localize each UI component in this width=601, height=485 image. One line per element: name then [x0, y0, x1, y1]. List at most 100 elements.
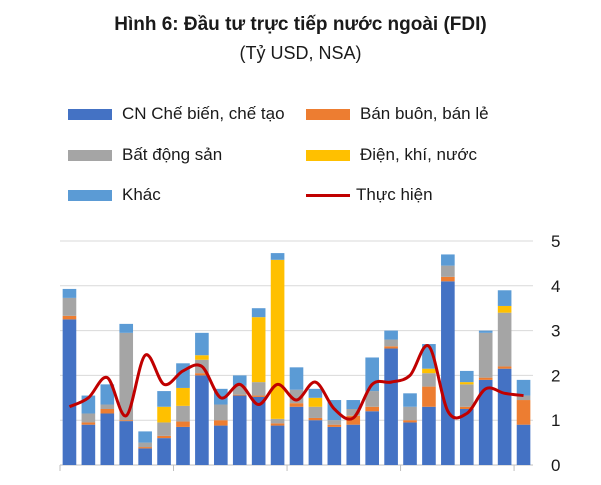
- bar-s0-6: [176, 426, 190, 465]
- bar-s0-0: [62, 319, 77, 465]
- bar-s0-22: [478, 379, 493, 465]
- bar-s1-24: [516, 400, 531, 425]
- bar-s4-4: [138, 431, 152, 443]
- legend-item-disbursed: Thực hiện: [306, 185, 433, 205]
- bar-s0-12: [289, 406, 304, 465]
- bar-s0-24: [516, 424, 531, 465]
- bar-s1-4: [138, 447, 152, 449]
- legend-label-wholesale-retail: Bán buôn, bán lẻ: [360, 104, 489, 123]
- legend-item-utilities: Điện, khí, nước: [306, 145, 477, 165]
- bar-s2-10: [251, 382, 266, 396]
- bar-s2-19: [422, 373, 436, 387]
- bar-s0-20: [441, 281, 455, 465]
- bar-s3-5: [157, 406, 171, 423]
- legend-item-manufacturing: CN Chế biến, chế tạo: [68, 104, 285, 124]
- bar-s2-5: [157, 422, 171, 436]
- bar-s1-9: [232, 394, 247, 396]
- bar-s4-21: [459, 370, 474, 383]
- bar-s1-10: [251, 395, 266, 397]
- bar-s0-10: [251, 396, 266, 465]
- bar-s2-13: [308, 406, 323, 418]
- bar-s2-14: [327, 420, 342, 425]
- bar-s2-6: [176, 405, 190, 422]
- bar-s1-14: [327, 424, 342, 427]
- chart-subtitle: (Tỷ USD, NSA): [239, 43, 362, 63]
- legend-item-other: Khác: [68, 185, 161, 205]
- bar-s0-21: [459, 409, 474, 465]
- bar-s3-7: [195, 355, 209, 360]
- bar-s2-0: [62, 297, 77, 316]
- bar-s2-16: [365, 391, 379, 407]
- y-tick-label-4: 4: [551, 277, 560, 296]
- bar-s1-12: [289, 403, 304, 407]
- bar-s1-8: [214, 420, 228, 426]
- bar-s0-4: [138, 448, 152, 465]
- bar-s1-23: [497, 366, 512, 369]
- bar-s4-12: [289, 367, 304, 390]
- bar-s3-19: [422, 368, 436, 374]
- bar-s4-17: [384, 330, 398, 340]
- bar-s4-7: [195, 332, 209, 356]
- bar-s1-20: [441, 276, 455, 282]
- legend-swatch-manufacturing: [68, 108, 112, 120]
- bar-s0-16: [365, 411, 379, 465]
- legend-label-manufacturing: CN Chế biến, chế tạo: [122, 104, 285, 123]
- bar-s3-11: [270, 259, 285, 419]
- bar-s4-18: [403, 393, 417, 407]
- legend-swatch-wholesale-retail: [306, 108, 350, 120]
- bar-s1-16: [365, 406, 379, 412]
- y-tick-label-2: 2: [551, 366, 560, 385]
- bar-s2-9: [232, 385, 247, 395]
- bar-s0-2: [100, 413, 115, 465]
- bar-s0-18: [403, 422, 417, 465]
- bar-s2-3: [119, 332, 134, 421]
- legend-swatch-utilities: [306, 149, 350, 161]
- line-disbursed: [68, 344, 524, 421]
- bar-s2-21: [459, 384, 474, 407]
- bar-s0-23: [497, 368, 512, 465]
- legend-swatch-real-estate: [68, 149, 112, 161]
- bar-s4-22: [478, 330, 493, 333]
- bar-s0-3: [119, 421, 134, 465]
- bar-s1-13: [308, 417, 323, 421]
- legend-item-real-estate: Bất động sản: [68, 145, 222, 165]
- bar-s4-0: [62, 288, 77, 298]
- bar-s4-2: [100, 384, 115, 405]
- bar-s2-15: [346, 409, 361, 416]
- bar-s4-20: [441, 254, 455, 266]
- legend-label-real-estate: Bất động sản: [122, 145, 223, 164]
- legend-label-other: Khác: [122, 185, 161, 204]
- bar-s2-17: [384, 339, 398, 347]
- bar-s3-6: [176, 387, 190, 406]
- y-tick-label-1: 1: [551, 411, 560, 430]
- bar-s4-15: [346, 400, 361, 409]
- bar-s1-3: [119, 420, 134, 422]
- bar-s1-21: [459, 406, 474, 409]
- bar-s1-6: [176, 421, 190, 427]
- bar-s2-18: [403, 406, 417, 421]
- legend-item-wholesale-retail: Bán buôn, bán lẻ: [306, 104, 489, 124]
- bar-s1-18: [403, 420, 417, 423]
- legend-label-disbursed: Thực hiện: [356, 185, 433, 204]
- legend-swatch-other: [68, 189, 112, 201]
- chart-title: Hình 6: Đầu tư trực tiếp nước ngoài (FDI…: [114, 14, 487, 35]
- bar-s2-24: [516, 395, 531, 401]
- bar-s0-9: [232, 395, 247, 465]
- bar-s2-20: [441, 265, 455, 277]
- bar-s0-1: [81, 424, 96, 465]
- bar-s0-19: [422, 406, 436, 465]
- bar-s1-15: [346, 415, 361, 425]
- bar-s1-22: [478, 377, 493, 380]
- bar-s4-23: [497, 290, 512, 306]
- bar-s2-11: [270, 418, 285, 424]
- y-tick-label-5: 5: [551, 232, 560, 251]
- bar-s2-22: [478, 332, 493, 378]
- bar-s4-9: [232, 375, 247, 386]
- legend-label-utilities: Điện, khí, nước: [360, 145, 478, 164]
- bar-s1-0: [62, 315, 77, 320]
- bar-s3-21: [459, 382, 474, 385]
- bar-s3-13: [308, 397, 323, 407]
- bar-s2-2: [100, 404, 115, 409]
- bar-s1-17: [384, 346, 398, 349]
